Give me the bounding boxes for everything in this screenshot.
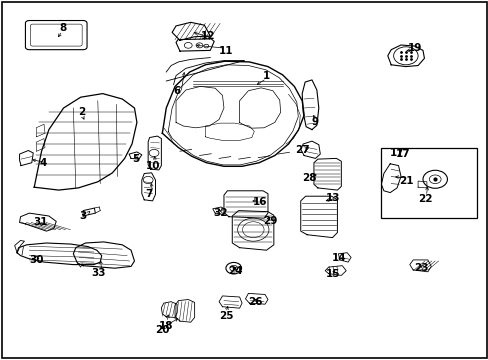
Text: 13: 13 bbox=[325, 193, 340, 203]
Text: 28: 28 bbox=[301, 173, 316, 183]
Text: 14: 14 bbox=[331, 253, 346, 264]
Text: 3: 3 bbox=[80, 211, 86, 221]
Text: 30: 30 bbox=[29, 255, 44, 265]
Text: 4: 4 bbox=[39, 158, 47, 168]
Text: 26: 26 bbox=[247, 297, 262, 307]
Text: 24: 24 bbox=[228, 266, 243, 276]
Text: 15: 15 bbox=[325, 269, 340, 279]
Text: 10: 10 bbox=[145, 161, 160, 171]
Text: 5: 5 bbox=[132, 154, 139, 164]
Text: 18: 18 bbox=[159, 321, 173, 331]
Bar bbox=[381, 148, 476, 218]
Text: 11: 11 bbox=[218, 46, 233, 56]
Text: 31: 31 bbox=[33, 217, 47, 228]
Text: 22: 22 bbox=[417, 194, 432, 204]
Text: 29: 29 bbox=[262, 216, 277, 226]
Text: 23: 23 bbox=[413, 263, 428, 273]
Text: 17: 17 bbox=[395, 149, 410, 159]
Text: 7: 7 bbox=[145, 189, 153, 199]
Text: 8: 8 bbox=[59, 23, 66, 33]
Text: 6: 6 bbox=[173, 86, 180, 96]
Text: 27: 27 bbox=[294, 145, 309, 156]
Text: 25: 25 bbox=[218, 311, 233, 321]
Text: 21: 21 bbox=[399, 176, 413, 186]
Text: 17: 17 bbox=[389, 148, 404, 158]
Text: 19: 19 bbox=[407, 42, 421, 53]
Text: 9: 9 bbox=[311, 117, 318, 127]
Text: 1: 1 bbox=[263, 71, 269, 81]
Text: 32: 32 bbox=[213, 208, 228, 218]
Text: 2: 2 bbox=[79, 107, 85, 117]
Text: 33: 33 bbox=[91, 268, 106, 278]
Text: 12: 12 bbox=[200, 31, 215, 41]
Text: 16: 16 bbox=[252, 197, 267, 207]
Text: 20: 20 bbox=[155, 325, 169, 336]
